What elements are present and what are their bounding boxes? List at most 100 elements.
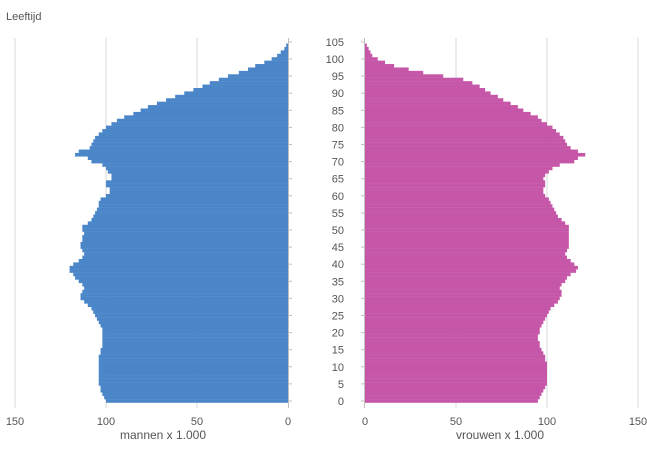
bar-mannen-age-16 — [102, 344, 288, 349]
bar-mannen-age-56 — [96, 207, 289, 212]
bar-vrouwen-age-74 — [365, 146, 571, 150]
bar-mannen-age-51 — [82, 224, 288, 229]
bar-vrouwen-age-94 — [365, 77, 464, 82]
bar-mannen-age-65 — [111, 176, 289, 181]
bar-mannen-age-76 — [93, 139, 288, 143]
bar-vrouwen-age-103 — [365, 46, 369, 51]
bar-vrouwen-age-10 — [365, 365, 547, 369]
bar-mannen-age-46 — [80, 241, 289, 246]
bar-mannen-age-30 — [80, 296, 289, 301]
age-tick-label-0: 0 — [338, 396, 344, 408]
x-tick-vrouwen-50: 50 — [450, 416, 462, 428]
bar-mannen-age-18 — [102, 337, 288, 342]
bar-mannen-age-33 — [84, 286, 288, 290]
x-tick-mannen-50: 50 — [191, 416, 203, 428]
bar-vrouwen-age-46 — [365, 241, 569, 246]
bar-mannen-age-104 — [286, 43, 288, 48]
bar-mannen-age-27 — [91, 306, 288, 311]
bar-vrouwen-age-34 — [365, 282, 562, 287]
bar-mannen-age-78 — [98, 132, 288, 137]
bar-vrouwen-age-23 — [365, 320, 544, 325]
bar-vrouwen-age-29 — [365, 300, 558, 304]
x-axis-label-vrouwen: vrouwen x 1.000 — [456, 428, 544, 442]
series-vrouwen — [365, 43, 586, 403]
bar-vrouwen-age-51 — [365, 224, 569, 229]
bar-vrouwen-age-82 — [365, 118, 542, 123]
bar-mannen-age-1 — [104, 395, 289, 400]
age-tick-label-25: 25 — [332, 311, 344, 323]
bar-vrouwen-age-89 — [365, 94, 498, 99]
age-tick-label-100: 100 — [326, 54, 344, 66]
age-tick-label-15: 15 — [332, 345, 344, 357]
bar-mannen-age-26 — [93, 310, 288, 314]
bar-mannen-age-54 — [93, 214, 288, 219]
bar-mannen-age-6 — [98, 378, 288, 383]
bar-vrouwen-age-42 — [365, 255, 568, 260]
bar-vrouwen-age-64 — [365, 180, 546, 184]
bar-vrouwen-age-73 — [365, 149, 578, 154]
bar-vrouwen-age-52 — [365, 221, 566, 225]
age-tick-label-65: 65 — [332, 174, 344, 186]
series-mannen — [69, 43, 289, 403]
bar-mannen-age-47 — [82, 238, 288, 243]
bar-mannen-age-70 — [91, 159, 288, 164]
bar-vrouwen-age-63 — [365, 183, 546, 188]
bar-mannen-age-0 — [106, 399, 288, 403]
age-axis: 0 5 10 15 20 25 30 35 40 45 50 55 60 65 70 75 80 85 90 95 10… — [288, 37, 365, 408]
bar-mannen-age-94 — [218, 77, 288, 82]
bar-vrouwen-age-83 — [365, 115, 538, 119]
bar-vrouwen-age-40 — [365, 262, 575, 266]
bar-vrouwen-age-3 — [365, 388, 544, 393]
bar-mannen-age-42 — [82, 255, 288, 260]
bar-vrouwen-age-102 — [365, 50, 371, 54]
bar-mannen-age-67 — [107, 170, 288, 174]
bar-mannen-age-39 — [69, 265, 288, 270]
bar-vrouwen-age-30 — [365, 296, 560, 301]
bar-vrouwen-age-92 — [365, 84, 480, 89]
bar-vrouwen-age-81 — [365, 122, 547, 126]
bar-vrouwen-age-11 — [365, 361, 547, 366]
bar-mannen-age-22 — [100, 323, 288, 328]
bar-vrouwen-age-43 — [365, 252, 566, 256]
bar-mannen-age-89 — [175, 94, 288, 99]
bar-vrouwen-age-80 — [365, 125, 553, 130]
age-tick-label-60: 60 — [332, 191, 344, 203]
age-tick-label-90: 90 — [332, 88, 344, 100]
bar-mannen-age-17 — [102, 341, 288, 345]
bar-vrouwen-age-88 — [365, 98, 504, 102]
bar-vrouwen-age-70 — [365, 159, 575, 164]
age-tick-label-20: 20 — [332, 328, 344, 340]
bar-mannen-age-19 — [102, 334, 288, 338]
bar-mannen-age-84 — [133, 111, 288, 116]
bar-mannen-age-12 — [98, 358, 288, 362]
bar-vrouwen-age-38 — [365, 269, 577, 273]
bar-vrouwen-age-104 — [365, 43, 367, 48]
bar-mannen-age-38 — [69, 269, 288, 273]
bar-mannen-age-64 — [106, 180, 288, 184]
bar-mannen-age-37 — [73, 272, 289, 277]
bar-vrouwen-age-16 — [365, 344, 540, 349]
bar-mannen-age-20 — [102, 330, 288, 335]
bar-mannen-age-40 — [73, 262, 289, 266]
bar-vrouwen-age-54 — [365, 214, 558, 219]
bar-mannen-age-79 — [102, 129, 288, 133]
bar-mannen-age-88 — [166, 98, 288, 102]
bar-vrouwen-age-0 — [365, 399, 538, 403]
bar-mannen-age-32 — [82, 289, 288, 294]
bar-vrouwen-age-14 — [365, 351, 544, 355]
bar-mannen-age-55 — [95, 211, 288, 215]
bar-mannen-age-34 — [82, 282, 288, 287]
age-tick-label-10: 10 — [332, 362, 344, 374]
bar-vrouwen-age-53 — [365, 217, 562, 222]
bar-vrouwen-age-91 — [365, 87, 486, 92]
bar-mannen-age-58 — [98, 200, 288, 205]
bar-mannen-age-92 — [202, 84, 288, 89]
x-tick-mannen-100: 100 — [97, 416, 115, 428]
age-tick-label-30: 30 — [332, 293, 344, 305]
age-tick-label-75: 75 — [332, 140, 344, 152]
bar-vrouwen-age-27 — [365, 306, 551, 311]
bar-mannen-age-31 — [80, 293, 289, 297]
bar-vrouwen-age-37 — [365, 272, 571, 277]
bar-mannen-age-11 — [98, 361, 288, 366]
bar-mannen-age-24 — [96, 317, 289, 321]
